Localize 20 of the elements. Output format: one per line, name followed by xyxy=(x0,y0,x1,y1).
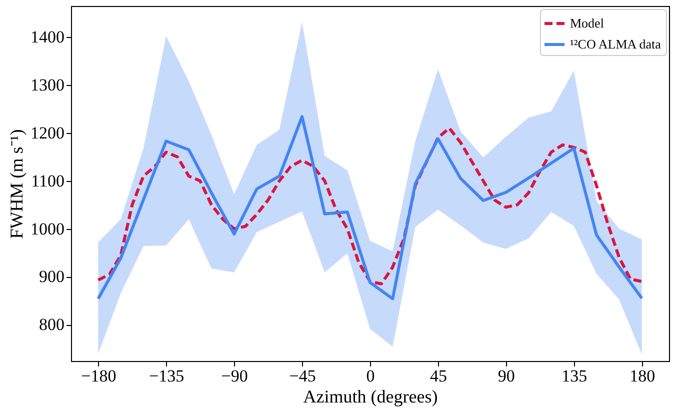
x-tick-label: −45 xyxy=(289,366,316,386)
x-tick-label: 180 xyxy=(630,366,656,386)
y-tick-label: 1100 xyxy=(31,171,64,190)
x-tick-label: 135 xyxy=(562,366,588,386)
x-tick-label: −90 xyxy=(221,366,248,386)
x-tick-label: 90 xyxy=(498,366,515,386)
x-tick-label: −180 xyxy=(81,366,116,386)
x-tick-label: 45 xyxy=(430,366,447,386)
x-tick-label: 0 xyxy=(366,366,375,386)
y-axis-title: FWHM (m s⁻¹) xyxy=(6,129,26,239)
y-tick-label: 800 xyxy=(39,315,64,334)
legend-label: Model xyxy=(570,16,604,30)
x-axis-title: Azimuth (degrees) xyxy=(303,386,438,406)
x-tick-label: −135 xyxy=(149,366,184,386)
legend-label: ¹²CO ALMA data xyxy=(570,36,662,52)
y-tick-label: 1000 xyxy=(30,219,64,238)
y-tick-label: 900 xyxy=(39,267,64,286)
y-tick-label: 1200 xyxy=(30,123,64,142)
y-tick-label: 1300 xyxy=(30,76,64,95)
y-tick-label: 1400 xyxy=(30,28,64,47)
